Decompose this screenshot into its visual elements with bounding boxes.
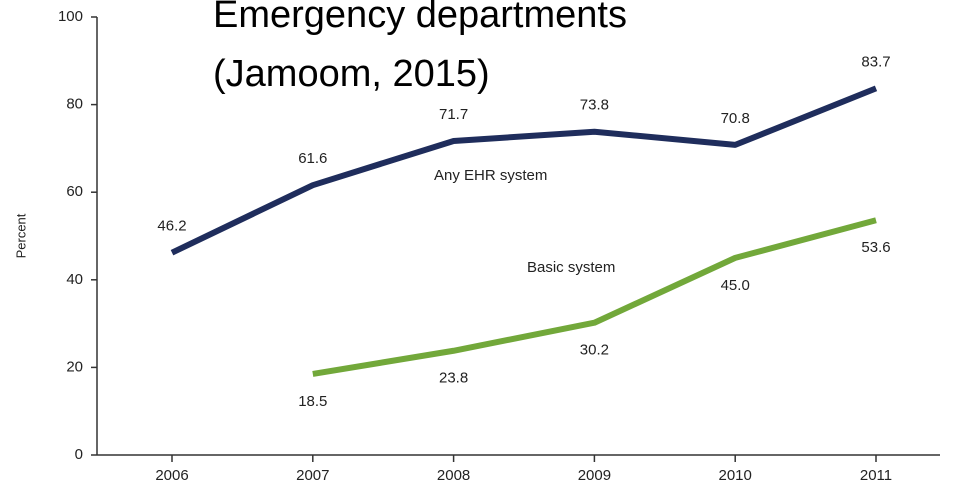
y-tick-label: 0 [75,446,83,463]
x-tick-label: 2010 [719,467,752,484]
chart-title: (Jamoom, 2015) [213,53,490,95]
x-tick-label: 2008 [437,467,470,484]
data-label: 18.5 [298,393,327,410]
y-tick-label: 60 [66,183,83,200]
y-tick-label: 40 [66,271,83,288]
series-label: Basic system [527,259,615,276]
data-label: 83.7 [861,53,890,70]
x-tick-label: 2009 [578,467,611,484]
data-label: 61.6 [298,150,327,167]
data-label: 70.8 [721,110,750,127]
data-label: 45.0 [721,277,750,294]
data-label: 71.7 [439,106,468,123]
data-label: 53.6 [861,239,890,256]
data-label: 30.2 [580,342,609,359]
x-tick-label: 2011 [860,467,892,484]
y-axis-label: Percent [13,213,28,258]
y-tick-label: 80 [66,96,83,113]
series-line [312,217,877,377]
series-line [170,85,878,256]
data-label: 23.8 [439,370,468,387]
x-tick-label: 2007 [296,467,329,484]
chart-title: Emergency departments [213,0,627,36]
data-label: 73.8 [580,97,609,114]
data-label: 46.2 [157,218,186,235]
x-tick-label: 2006 [155,467,188,484]
y-tick-label: 100 [58,8,83,25]
y-tick-label: 20 [66,358,83,375]
series-label: Any EHR system [434,167,547,184]
